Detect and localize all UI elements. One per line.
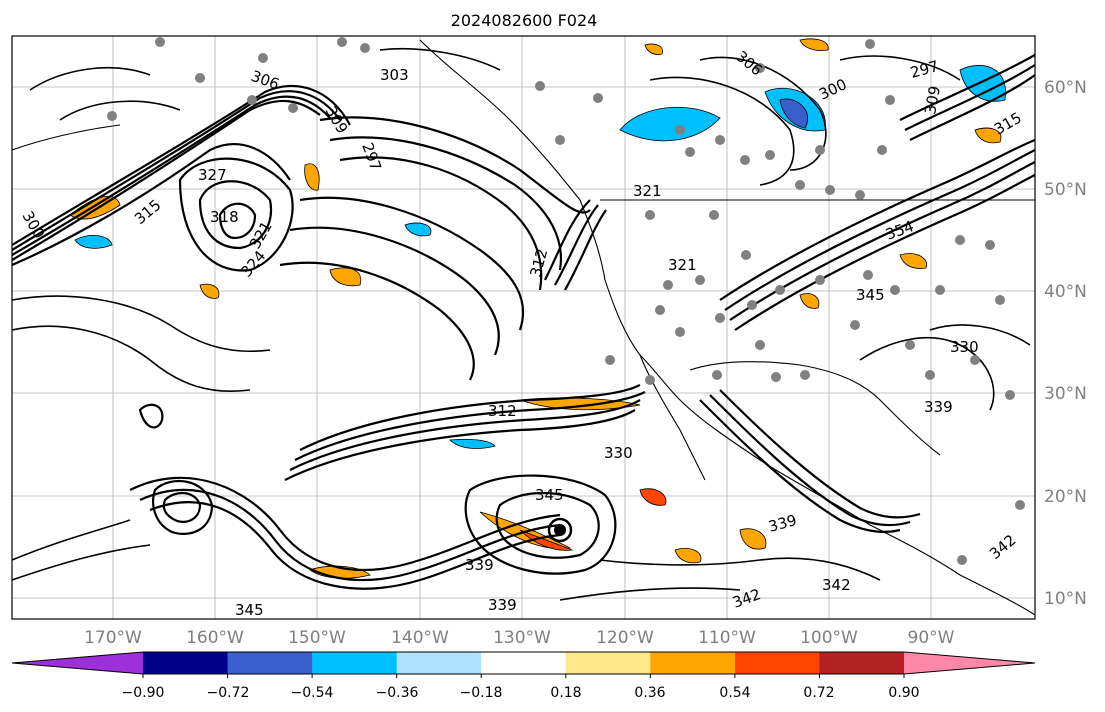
colorbar-segments [11, 651, 1036, 675]
colorbar-extend-max [904, 652, 1035, 674]
lat-label: 40°N [1044, 282, 1087, 302]
contour-label: 321 [633, 182, 662, 200]
colorbar-tick-label: 0.54 [719, 685, 750, 701]
contour-label: 345 [535, 486, 564, 504]
colorbar-tick-label: −0.90 [122, 685, 165, 701]
contour-lines [12, 47, 1035, 601]
colorbar: −0.90 −0.72 −0.54 −0.36 −0.18 0.18 0.36 … [11, 651, 1036, 701]
contour-label: 318 [210, 208, 239, 226]
lon-label: 140°W [391, 628, 449, 648]
colorbar-segment [734, 652, 820, 674]
contour-label: 327 [198, 166, 227, 184]
colorbar-segment [227, 652, 313, 674]
figure-title: 2024082600 F024 [451, 11, 598, 30]
colorbar-segment [650, 652, 736, 674]
graticule [12, 36, 1035, 619]
contour-label: 339 [924, 398, 953, 416]
lon-label: 90°W [908, 628, 955, 648]
colorbar-extend-min [12, 652, 143, 674]
lat-label: 10°N [1044, 589, 1087, 609]
lat-label: 30°N [1044, 384, 1087, 404]
colorbar-segment [396, 652, 482, 674]
colorbar-tick-label: −0.72 [207, 685, 250, 701]
longitude-labels: 170°W 160°W 150°W 140°W 130°W 120°W 110°… [84, 628, 955, 648]
lon-label: 120°W [596, 628, 654, 648]
contour-label: 339 [465, 556, 494, 574]
contour-label: 342 [822, 576, 851, 594]
colorbar-tick-label: 0.72 [803, 685, 834, 701]
colorbar-tick-label: 0.18 [550, 685, 581, 701]
contour-label: 309 [921, 84, 944, 115]
colorbar-tick-label: −0.54 [291, 685, 334, 701]
colorbar-tick-label: 0.90 [888, 685, 919, 701]
colorbar-tick-label: 0.36 [634, 685, 665, 701]
colorbar-segment [819, 652, 905, 674]
station-markers [107, 37, 1025, 565]
coastlines [12, 39, 1035, 616]
lon-label: 110°W [698, 628, 756, 648]
map-frame [11, 35, 1036, 620]
contour-label: 303 [380, 66, 409, 84]
colorbar-tick-label: −0.18 [460, 685, 503, 701]
lat-label: 50°N [1044, 180, 1087, 200]
contour-label: 345 [235, 601, 264, 619]
colorbar-segment [143, 652, 229, 674]
shaded-field [69, 38, 1006, 579]
map-panel: 300 306 303 309 297 327 318 315 321 324 … [11, 35, 1036, 620]
lon-label: 160°W [186, 628, 244, 648]
lon-label: 100°W [800, 628, 858, 648]
colorbar-ticks [142, 674, 905, 678]
contour-label: 345 [856, 286, 885, 304]
colorbar-segment [565, 652, 651, 674]
colorbar-segment [481, 652, 567, 674]
lat-label: 60°N [1044, 78, 1087, 98]
contour-label: 330 [604, 444, 633, 462]
contour-label: 321 [668, 256, 697, 274]
contour-label: 330 [950, 338, 979, 356]
lon-label: 150°W [288, 628, 346, 648]
colorbar-tick-label: −0.36 [376, 685, 419, 701]
latitude-labels: 60°N 50°N 40°N 30°N 20°N 10°N [1044, 78, 1087, 609]
lat-label: 20°N [1044, 487, 1087, 507]
lon-label: 130°W [493, 628, 551, 648]
contour-label: 312 [488, 402, 517, 420]
contour-label: 339 [488, 596, 517, 614]
lon-label: 170°W [84, 628, 142, 648]
colorbar-segment [312, 652, 398, 674]
